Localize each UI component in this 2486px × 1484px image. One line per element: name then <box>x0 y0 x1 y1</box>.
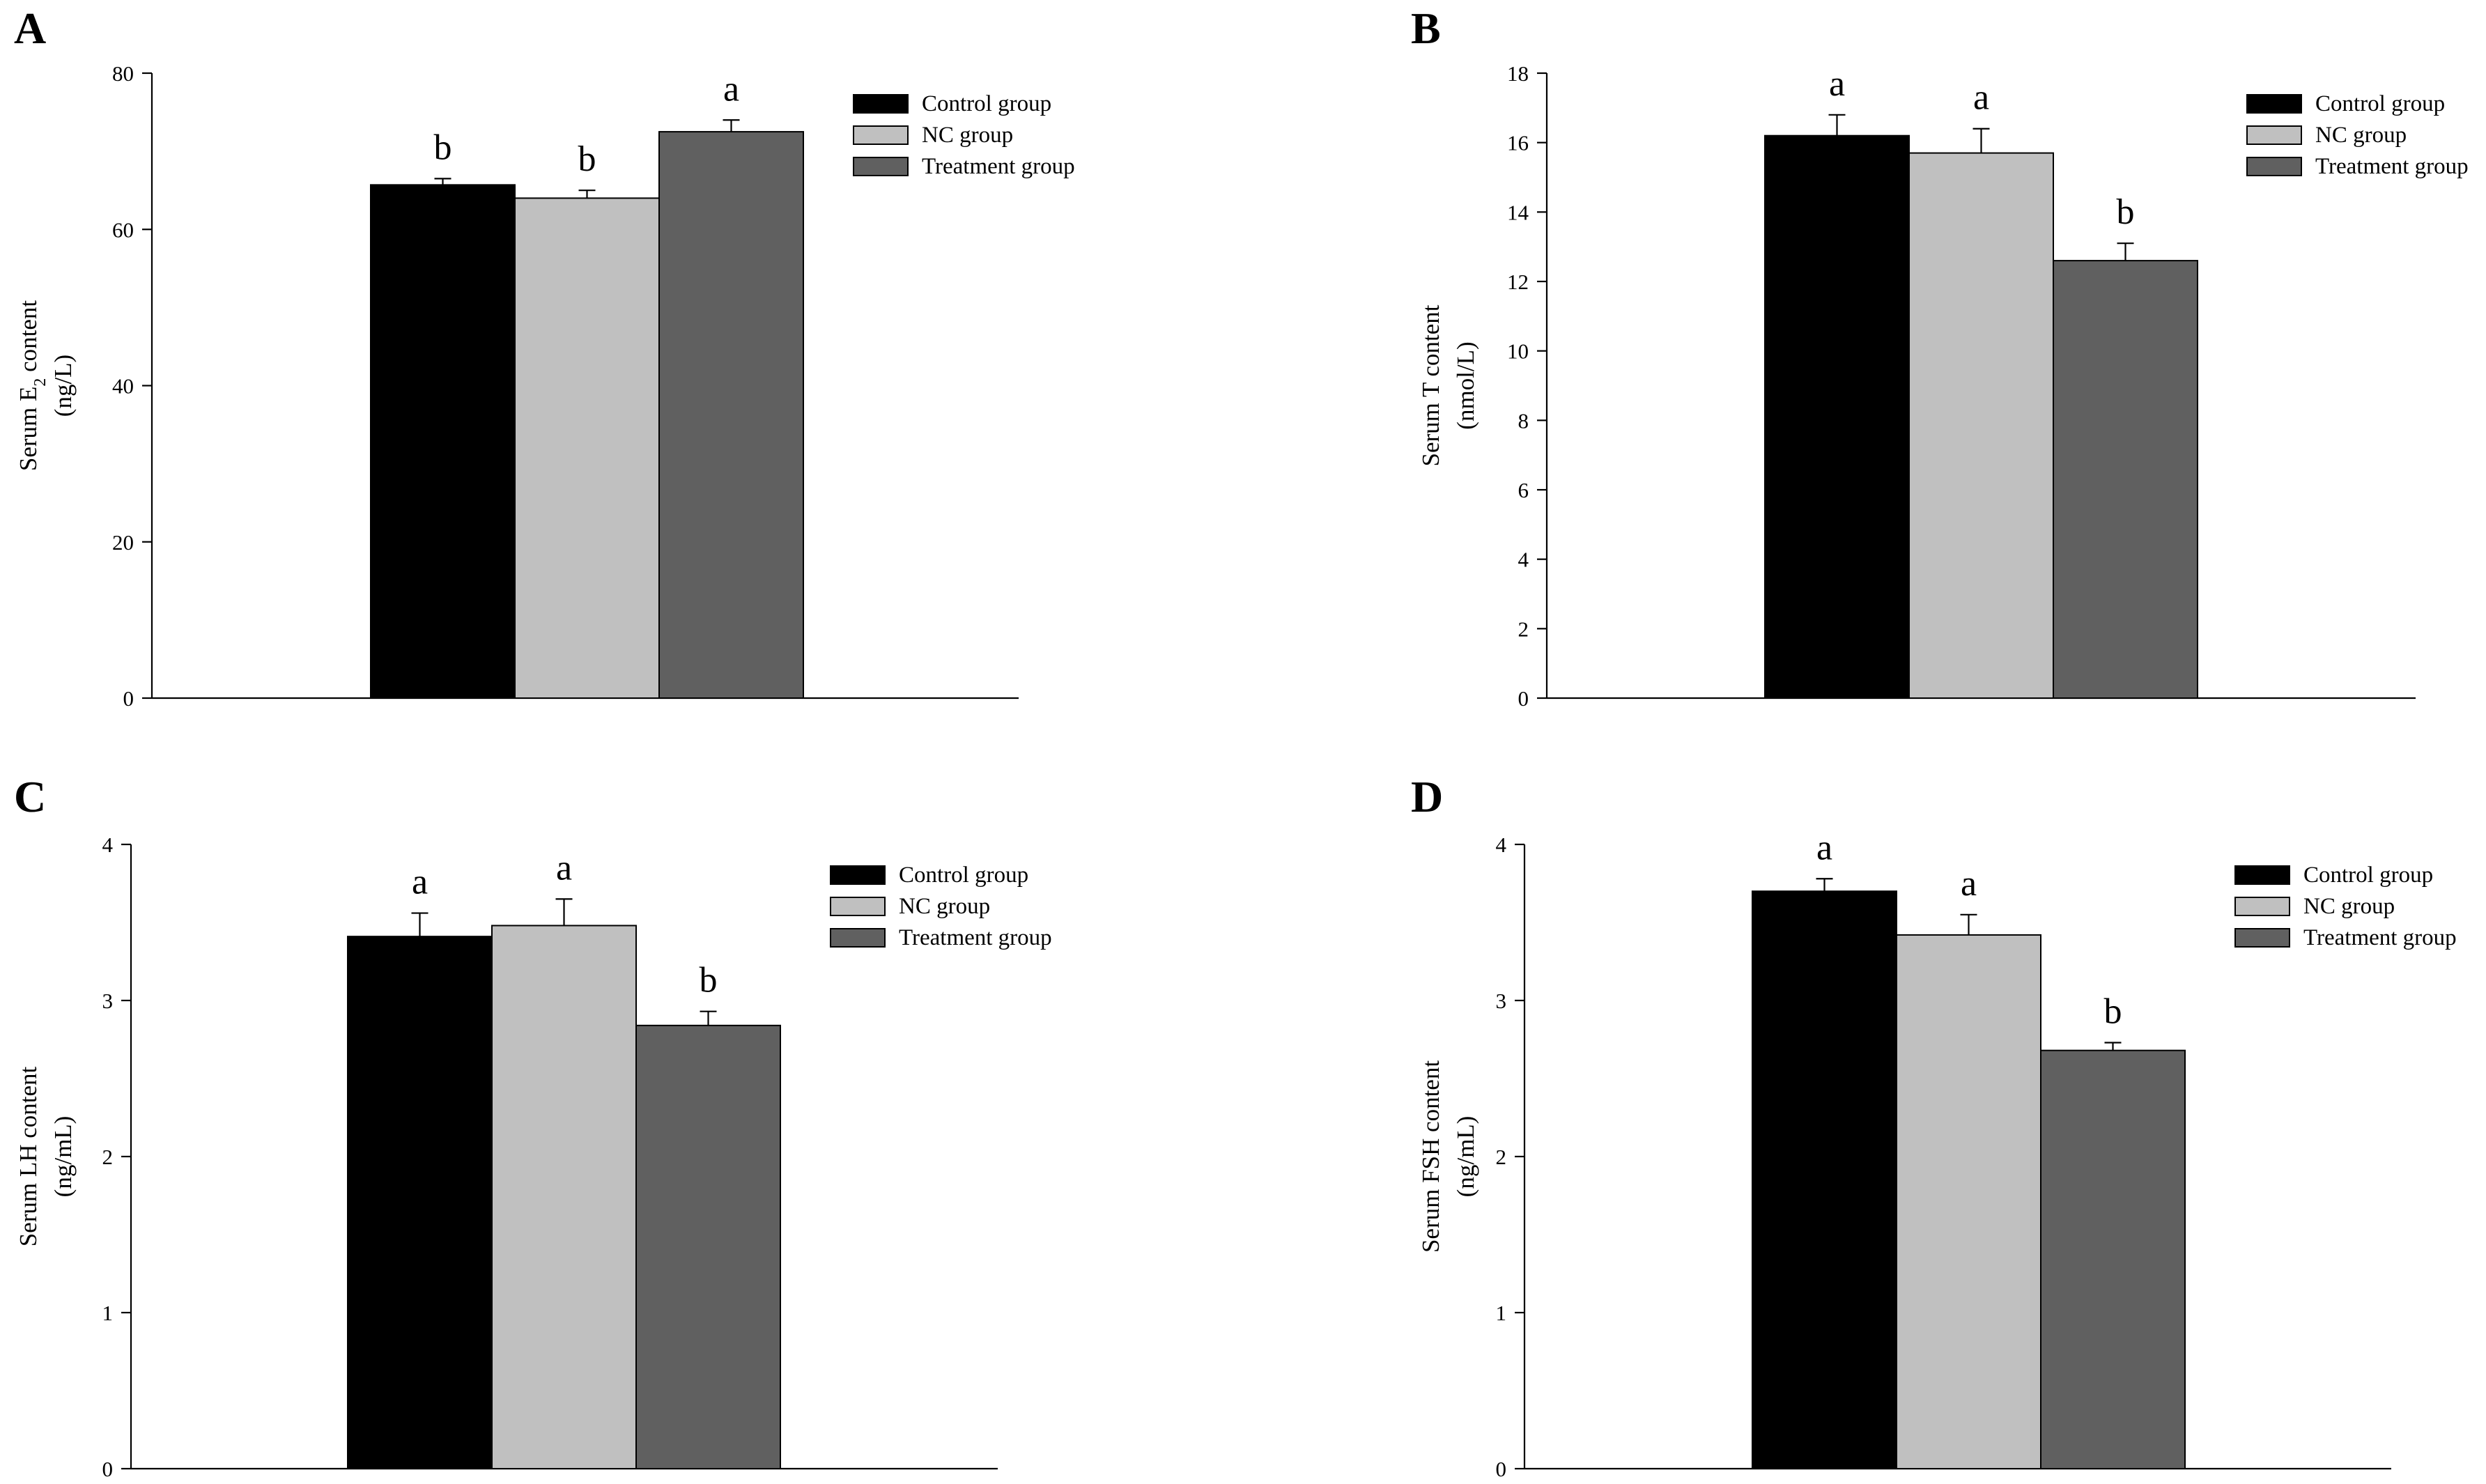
y-axis-label: Serum FSH content <box>1417 1060 1444 1253</box>
y-tick-label: 14 <box>1507 200 1529 224</box>
y-tick-label: 2 <box>1518 617 1529 641</box>
legend-label-control: Control group <box>922 91 1051 116</box>
y-tick-label: 8 <box>1518 408 1529 433</box>
y-tick-label: 0 <box>1518 686 1529 711</box>
legend-label-nc: NC group <box>2303 894 2395 919</box>
y-tick-label: 2 <box>1496 1145 1507 1169</box>
panel-letter: B <box>1411 3 1441 53</box>
y-tick-label: 0 <box>123 686 134 711</box>
y-tick-label: 12 <box>1507 270 1529 294</box>
bar-nc <box>491 925 637 1469</box>
y-tick-label: 2 <box>102 1145 114 1169</box>
y-tick-label: 4 <box>1518 548 1529 572</box>
panel-c: C 0 1 2 3 4 Serum LH content (ng/mL) a a b Control … <box>14 772 1052 1481</box>
y-tick-label: 4 <box>102 833 114 857</box>
panel-letter: D <box>1411 772 1443 821</box>
bar-treatment <box>635 1024 781 1469</box>
bar-control <box>1752 890 1897 1469</box>
significance-label: b <box>700 961 718 1000</box>
significance-label: a <box>1829 64 1845 104</box>
bar-control <box>347 936 493 1470</box>
bar-nc <box>1896 934 2041 1470</box>
y-tick-label: 6 <box>1518 478 1529 502</box>
significance-label: b <box>434 127 452 167</box>
y-axis-label: Serum T content <box>1417 304 1444 466</box>
y-tick-label: 3 <box>1496 989 1507 1013</box>
legend-label-control: Control group <box>2315 91 2445 116</box>
significance-label: b <box>578 139 596 179</box>
bar-treatment <box>658 131 804 699</box>
y-tick-label: 80 <box>112 61 134 86</box>
panel-letter: C <box>14 772 46 821</box>
y-tick-label: 3 <box>102 989 114 1013</box>
legend-label-treatment: Treatment group <box>2303 925 2457 950</box>
y-tick-label: 60 <box>112 217 134 242</box>
legend-swatch-nc <box>853 125 909 145</box>
legend-swatch-nc <box>830 897 886 916</box>
legend-label-treatment: Treatment group <box>899 925 1052 950</box>
bar-control <box>1764 134 1910 699</box>
y-tick-label: 16 <box>1507 131 1529 155</box>
y-tick-label: 1 <box>1496 1301 1507 1325</box>
legend-swatch-control <box>853 94 909 114</box>
legend-swatch-treatment <box>853 157 909 176</box>
legend-swatch-treatment <box>2234 928 2290 948</box>
significance-label: a <box>723 69 739 109</box>
y-tick-label: 1 <box>102 1301 114 1325</box>
legend-label-treatment: Treatment group <box>2315 154 2469 179</box>
y-axis-label-units: (ng/L) <box>49 355 77 417</box>
legend-swatch-treatment <box>2246 157 2302 176</box>
significance-label: b <box>2104 991 2122 1031</box>
panel-letter: A <box>14 3 46 53</box>
y-tick-label: 4 <box>1496 833 1507 857</box>
panel-d: D 0 1 2 3 4 Serum FSH content (ng/mL) a a b Control… <box>1411 772 2457 1481</box>
bar-nc <box>514 197 660 699</box>
bar-nc <box>1908 152 2054 700</box>
legend-label-control: Control group <box>2303 863 2433 888</box>
y-tick-label: 0 <box>102 1457 114 1481</box>
significance-label: b <box>2117 192 2135 232</box>
legend-swatch-nc <box>2234 897 2290 916</box>
bar-treatment <box>2053 260 2198 700</box>
legend-label-treatment: Treatment group <box>922 154 1075 179</box>
legend-label-nc: NC group <box>922 123 1013 148</box>
bar-treatment <box>2040 1049 2186 1470</box>
y-axis-label-units: (ng/mL) <box>49 1116 77 1198</box>
significance-label: a <box>1816 828 1832 867</box>
significance-label: a <box>1973 78 1989 118</box>
y-axis-label: Serum LH content <box>15 1066 42 1246</box>
legend-swatch-control <box>2234 865 2290 885</box>
legend-label-nc: NC group <box>899 894 990 919</box>
significance-label: a <box>412 863 428 902</box>
legend-swatch-control <box>2246 94 2302 114</box>
y-tick-label: 0 <box>1496 1457 1507 1481</box>
legend-swatch-treatment <box>830 928 886 948</box>
y-tick-label: 18 <box>1507 61 1529 86</box>
significance-label: a <box>556 848 572 888</box>
significance-label: a <box>1961 864 1977 904</box>
legend-label-nc: NC group <box>2315 123 2407 148</box>
panel-a: A 0 20 40 60 80 Serum E2 content(ng/L) b b a Contr… <box>14 3 1075 711</box>
y-axis-label: Serum E2 content <box>15 300 49 472</box>
y-tick-label: 20 <box>112 530 134 555</box>
legend-swatch-control <box>830 865 886 885</box>
y-axis-label-units: (ng/mL) <box>1452 1116 1479 1198</box>
y-tick-label: 10 <box>1507 339 1529 364</box>
bar-control <box>370 184 516 699</box>
panel-b: B 0 2 4 6 8 10 12 14 16 18 Serum T content (nmol/L) a… <box>1411 3 2469 711</box>
y-axis-label-units: (nmol/L) <box>1452 341 1479 429</box>
y-tick-label: 40 <box>112 374 134 399</box>
legend-label-control: Control group <box>899 863 1028 888</box>
legend-swatch-nc <box>2246 125 2302 145</box>
